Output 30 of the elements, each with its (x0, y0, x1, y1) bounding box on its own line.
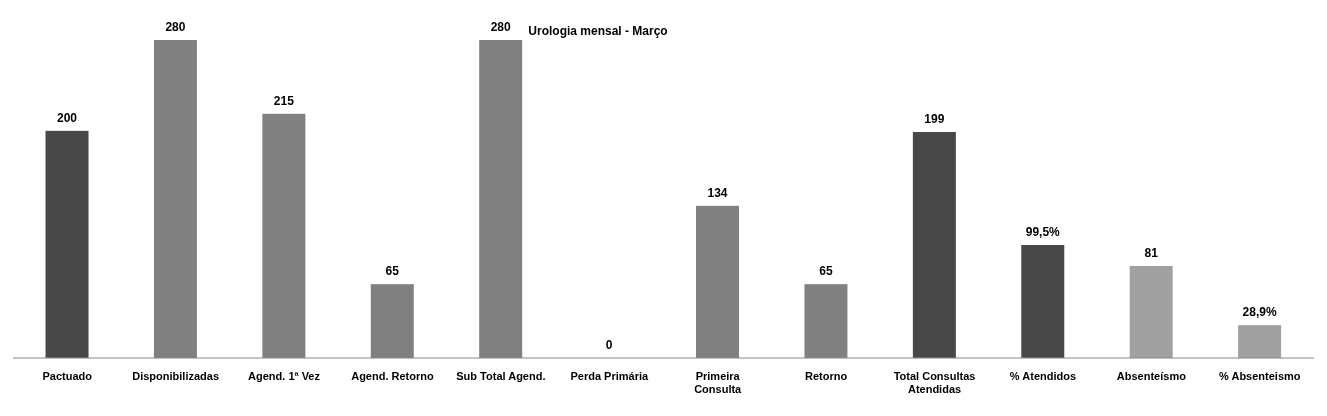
data-label: 65 (385, 264, 400, 279)
data-label: 0 (605, 338, 613, 352)
data-label: 81 (1144, 246, 1159, 261)
data-label: 200 (57, 110, 78, 125)
data-label: 134 (707, 185, 728, 200)
x-tick-label: Retorno (805, 370, 848, 382)
data-label: 199 (924, 111, 945, 126)
x-tick-label: % Atendidos (1009, 370, 1077, 382)
x-tick-label: Agend. 1ª Vez (248, 370, 321, 382)
data-label: 280 (490, 20, 512, 34)
data-label: 28,9% (1242, 305, 1277, 320)
x-tick-label: Primeira Consulta (694, 370, 743, 395)
x-tick-label: Absenteísmo (1116, 370, 1187, 382)
x-tick-label: Perda Primária (570, 370, 649, 382)
x-tick-label: Agend. Retorno (351, 370, 434, 382)
x-tick-label: % Absenteismo (1219, 370, 1301, 382)
x-tick-label: Sub Total Agend. (456, 370, 546, 382)
bar (45, 130, 89, 358)
bar (912, 131, 956, 358)
chart-title: Urologia mensal - Março (528, 24, 668, 38)
data-label: 280 (165, 20, 186, 34)
bar (1238, 325, 1282, 358)
x-tick-label: Total Consultas Atendidas (893, 370, 976, 395)
data-label: 215 (273, 93, 295, 108)
bar (1129, 266, 1173, 358)
x-tick-label: Pactuado (42, 370, 93, 382)
data-label: 65 (819, 264, 833, 279)
data-label: 99,5% (1025, 225, 1061, 239)
x-tick-label: Disponibilizadas (132, 370, 220, 382)
bar (1021, 245, 1065, 358)
